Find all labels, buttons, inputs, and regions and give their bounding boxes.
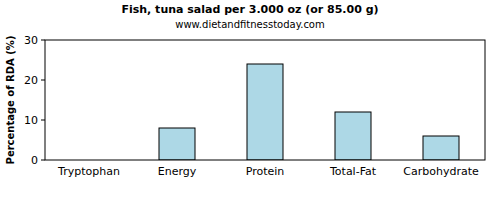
y-tick [41,80,45,81]
y-tick-label: 0 [31,154,38,167]
title: Fish, tuna salad per 3.000 oz (or 85.00 … [121,3,378,16]
y-tick-label: 10 [24,114,38,127]
plot-frame [45,40,485,160]
y-tick-label: 30 [24,34,38,47]
x-tick-label: Carbohydrate [403,165,479,178]
background [0,0,500,200]
bar [159,128,195,160]
y-axis-label: Percentage of RDA (%) [5,36,16,165]
bar [247,64,283,160]
bar [423,136,459,160]
x-tick-label: Energy [158,165,197,178]
bar [335,112,371,160]
x-tick-label: Protein [246,165,285,178]
subtitle: www.dietandfitnesstoday.com [175,19,324,30]
bars [159,64,459,160]
x-tick-label: Tryptophan [57,165,120,178]
x-tick-label: Total-Fat [329,165,377,178]
y-tick [41,40,45,41]
y-tick [41,160,45,161]
y-tick [41,120,45,121]
y-tick-label: 20 [24,74,38,87]
chart: Fish, tuna salad per 3.000 oz (or 85.00 … [0,0,500,200]
